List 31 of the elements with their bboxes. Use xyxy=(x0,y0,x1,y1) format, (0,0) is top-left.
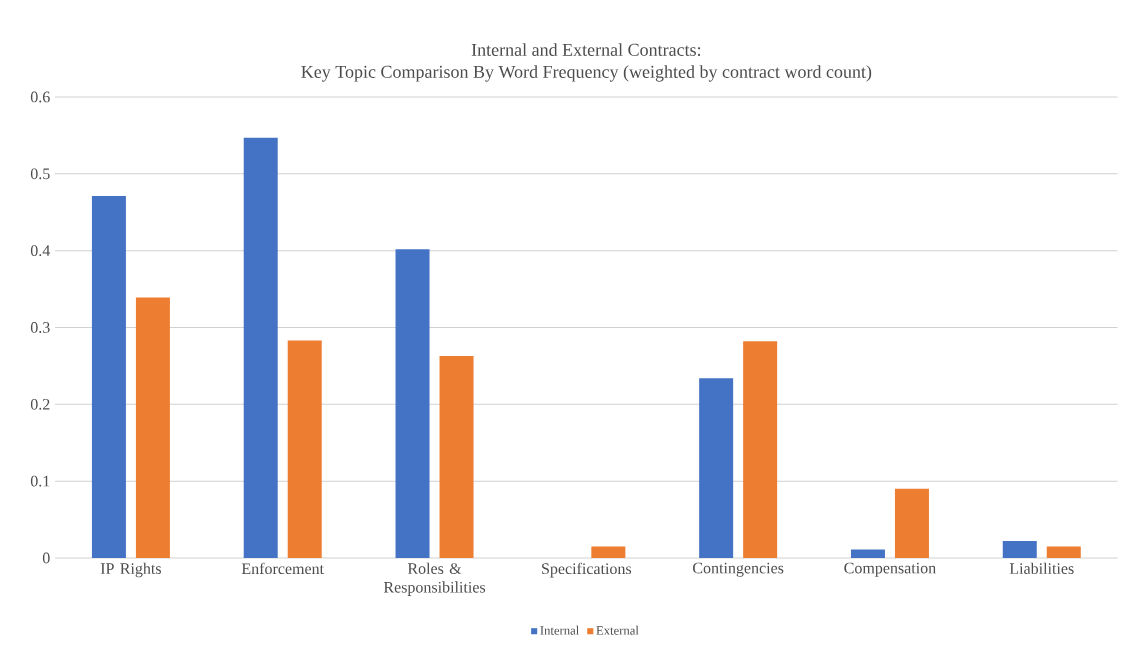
legend-label: External xyxy=(596,625,639,635)
y-tick-label: 0.5 xyxy=(30,168,50,180)
chart-title: Internal and External Contracts: xyxy=(471,43,701,56)
x-tick-label: Specifications xyxy=(542,562,632,578)
bar xyxy=(850,549,885,558)
bar xyxy=(439,355,474,558)
y-tick-label: 0 xyxy=(42,552,50,564)
bar xyxy=(699,378,734,558)
x-tick-label: IP Rights xyxy=(100,562,161,578)
chart-subtitle: Key Topic Comparison By Word Frequency (weighted by contract word count) xyxy=(301,65,872,82)
y-tick-label: 0.3 xyxy=(30,322,50,333)
x-tick-label: Roles & Responsibilities xyxy=(383,562,486,596)
y-tick-label: 0.2 xyxy=(30,398,50,410)
x-tick-label: Enforcement xyxy=(241,562,324,575)
y-tick-label: 0.4 xyxy=(30,245,51,257)
bar xyxy=(395,249,430,558)
bar xyxy=(135,297,170,558)
bar xyxy=(1046,546,1081,558)
bar xyxy=(91,196,126,558)
x-tick-label: Contingencies xyxy=(693,562,784,577)
bar xyxy=(243,137,278,558)
bar xyxy=(743,341,778,558)
y-tick-label: 0.6 xyxy=(30,91,50,103)
x-tick-label: Compensation xyxy=(844,562,936,577)
bar xyxy=(894,488,929,558)
bar xyxy=(591,546,626,558)
legend-label: Internal xyxy=(540,625,579,635)
bar xyxy=(287,340,322,558)
x-tick-label: Liabilities xyxy=(1009,562,1074,574)
y-tick-label: 0.1 xyxy=(30,475,50,487)
bar xyxy=(1002,541,1037,558)
